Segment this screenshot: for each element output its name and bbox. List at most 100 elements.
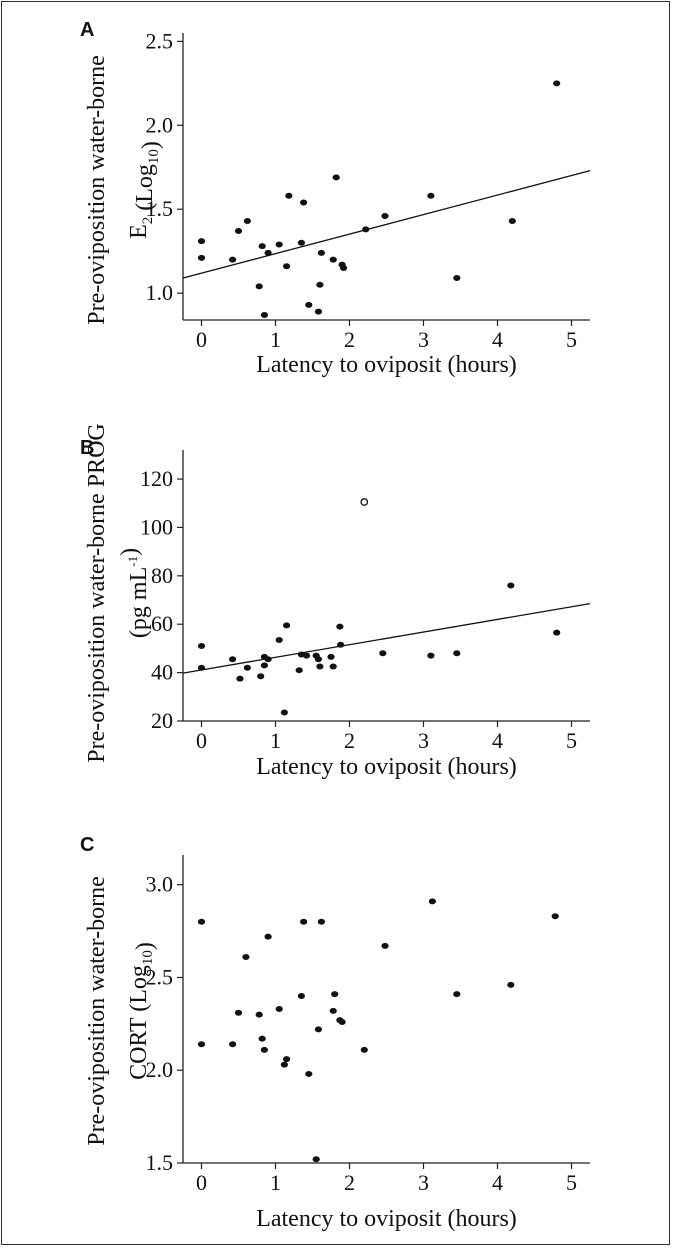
panel-b-x-axis-label: Latency to oviposit (hours) — [256, 754, 517, 780]
panel-c-data-point — [228, 1041, 237, 1048]
panel-b-data-point — [257, 673, 265, 680]
panel-a-data-point — [305, 301, 313, 308]
panel-b-y-axis-label: Pre-oviposition water-borne PROG — [84, 423, 110, 762]
panel-b-y-tick-label: 60 — [151, 611, 173, 636]
panel-a-x-tick-label: 2 — [344, 327, 355, 352]
panel-a-data-point — [317, 249, 325, 256]
panel-b-data-point — [337, 641, 345, 648]
panel-b-data-point — [197, 664, 206, 671]
panel-b: B 0 1 2 3 4 5 20 40 60 80 100 120 Latency to oviposit… — [80, 423, 591, 780]
panel-c-data-point — [453, 991, 461, 998]
panel-a-data-point — [362, 226, 370, 233]
panel-c-data-point — [331, 991, 339, 998]
panel-a-data-point — [329, 256, 337, 263]
panel-a-data-point — [297, 239, 305, 246]
panel-c-data-point — [280, 1061, 288, 1068]
panel-b-y-tick-label: 100 — [140, 514, 173, 539]
panel-c-x-tick-label: 5 — [566, 1170, 577, 1195]
panel-c-data-point — [234, 1009, 243, 1016]
panel-b-trend-line — [182, 603, 591, 674]
panel-c: C 0 1 2 3 4 5 1.5 2.0 2.5 3.0 Latency to oviposit (… — [80, 834, 590, 1232]
panel-c-x-tick-label: 2 — [344, 1170, 355, 1195]
panel-c-data-point — [297, 993, 305, 1000]
panel-b-data-point — [336, 623, 344, 630]
panel-c-data-point — [300, 918, 308, 925]
panel-a-data-point — [258, 243, 266, 250]
panel-b-y-tick-label: 80 — [151, 563, 173, 588]
panel-c-data-point — [329, 1007, 337, 1014]
panel-a-data-point — [234, 228, 243, 235]
panel-a-data-point — [508, 217, 516, 224]
panel-b-data-point — [264, 656, 272, 663]
panel-a-y-axis-label-line2: E2 (Log10) — [126, 141, 164, 239]
panel-b-x-tick-label: 2 — [344, 728, 355, 753]
panel-b-data-point — [316, 663, 324, 670]
panel-b-open-data-point — [360, 498, 369, 506]
panel-b-data-point — [453, 650, 461, 657]
panel-c-data-point — [314, 1026, 323, 1033]
panel-c-data-point — [312, 1156, 320, 1163]
panel-a-y-tick-label: 1.0 — [146, 280, 174, 305]
panel-c-data-point — [197, 1041, 206, 1048]
panel-c-x-tick-label: 1 — [270, 1170, 281, 1195]
panel-a-data-point — [314, 308, 323, 315]
panel-c-data-point — [258, 1035, 266, 1042]
panel-c-y-axis-label: Pre-oviposition water-borne — [84, 876, 110, 1145]
panel-b-data-point — [553, 629, 561, 636]
panel-a-x-axis-label: Latency to oviposit (hours) — [256, 352, 517, 378]
panel-b-data-point — [295, 667, 303, 674]
panel-a-y-tick-label: 2.5 — [146, 28, 174, 53]
panel-a-data-point — [381, 212, 389, 219]
panel-c-y-tick-label: 2.5 — [146, 964, 174, 989]
panel-c-y-tick-label: 3.0 — [146, 872, 174, 897]
panel-c-letter: C — [80, 834, 94, 856]
panel-b-y-tick-label: 120 — [140, 466, 173, 491]
panel-c-data-point — [264, 933, 272, 940]
panel-b-data-point — [275, 636, 283, 643]
panel-a-data-point — [332, 174, 340, 181]
panel-c-data-point — [551, 913, 559, 920]
panel-a: A 0 1 2 3 4 5 1.0 1.5 2.0 2.5 Latency to oviposit (… — [80, 19, 591, 378]
panel-b-letter: B — [80, 437, 94, 459]
panel-c-x-tick-label: 3 — [418, 1170, 429, 1195]
panel-c-y-tick-label: 1.5 — [146, 1150, 174, 1175]
panel-a-x-tick-label: 0 — [196, 327, 207, 352]
panel-c-data-point — [242, 954, 250, 961]
panel-b-data-point — [379, 650, 387, 657]
panel-b-data-point — [302, 652, 311, 659]
panel-b-data-point — [228, 656, 237, 663]
panel-c-x-tick-label: 0 — [196, 1170, 207, 1195]
panel-b-data-point — [507, 582, 515, 589]
panel-c-data-point — [260, 1046, 268, 1053]
panel-c-data-point — [381, 942, 389, 949]
panel-a-letter: A — [80, 19, 94, 41]
panel-a-y-tick-label: 2.0 — [146, 112, 174, 137]
panel-b-data-point — [327, 653, 335, 660]
panel-c-data-point — [197, 918, 206, 925]
panel-b-data-point — [280, 709, 288, 716]
panel-c-y-axis-label-line2: CORT (Log10) — [126, 942, 158, 1080]
panel-c-data-point — [428, 898, 436, 905]
panel-a-data-point — [283, 263, 291, 270]
panel-b-data-point — [260, 662, 268, 669]
panel-a-data-point — [260, 311, 268, 318]
panel-b-y-tick-label: 20 — [151, 708, 173, 733]
panel-b-data-point — [329, 663, 337, 670]
panel-a-data-point — [228, 256, 237, 263]
panel-a-y-tick-label: 1.5 — [146, 196, 174, 221]
panel-a-data-point — [243, 217, 251, 224]
panel-a-data-point — [197, 254, 206, 261]
panel-b-x-tick-label: 0 — [196, 728, 207, 753]
panel-b-data-point — [197, 642, 206, 649]
panel-a-trend-line — [182, 169, 591, 279]
panel-c-data-point — [338, 1018, 346, 1025]
panel-a-data-point — [316, 281, 324, 288]
panel-b-data-point — [283, 622, 291, 629]
panel-b-y-tick-label: 40 — [151, 660, 173, 685]
panel-b-x-tick-label: 5 — [566, 728, 577, 753]
panel-c-data-point — [275, 1006, 283, 1012]
panel-b-x-tick-label: 3 — [418, 728, 429, 753]
panel-c-data-point — [360, 1046, 368, 1053]
